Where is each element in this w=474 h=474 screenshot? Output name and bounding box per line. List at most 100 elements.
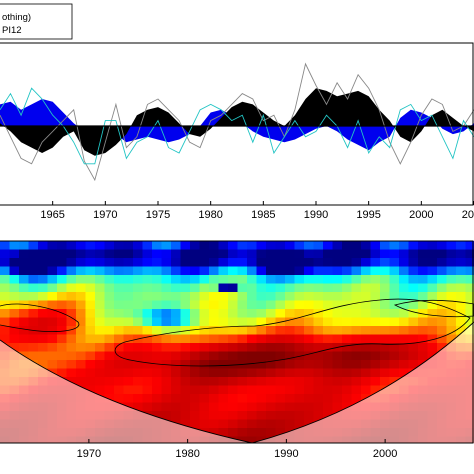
heatmap-cell	[199, 249, 210, 259]
heatmap-cell	[47, 334, 58, 344]
heatmap-cell	[256, 317, 267, 327]
heatmap-cell	[152, 326, 162, 335]
heatmap-cell	[361, 351, 371, 361]
heatmap-cell	[304, 385, 314, 395]
heatmap-cell	[247, 394, 257, 403]
heatmap-cell	[237, 249, 248, 259]
heatmap-cell	[351, 394, 362, 403]
heatmap-cell	[380, 351, 390, 361]
heatmap-cell	[142, 351, 153, 361]
heatmap-cell	[313, 394, 324, 403]
heatmap-cell	[123, 326, 134, 335]
wavelet-overlay	[0, 298, 474, 443]
heatmap-cell	[266, 275, 276, 284]
heatmap-cell	[237, 419, 248, 429]
heatmap-cell	[47, 300, 58, 310]
heatmap-cell	[294, 258, 305, 267]
legend-entry-1: othing)	[2, 12, 31, 23]
heatmap-cell	[446, 334, 457, 344]
heatmap-cell	[285, 385, 295, 395]
heatmap-cell	[304, 377, 314, 386]
heatmap-cell	[133, 300, 143, 310]
heatmap-cell	[95, 368, 105, 378]
heatmap-cell	[95, 309, 105, 318]
heatmap-cell	[266, 428, 276, 437]
heatmap-cell	[266, 377, 276, 386]
heatmap-cell	[133, 343, 143, 352]
heatmap-cell	[95, 283, 105, 293]
heatmap-cell	[95, 292, 105, 301]
heatmap-cell	[123, 368, 134, 378]
heatmap-cell	[351, 241, 362, 250]
heatmap-cell	[313, 402, 324, 412]
heatmap-cell	[389, 360, 400, 369]
heatmap-cell	[351, 385, 362, 395]
heatmap-cell	[199, 326, 210, 335]
heatmap-cell	[313, 309, 324, 318]
heatmap-cell	[247, 258, 257, 267]
heatmap-cell	[0, 292, 10, 301]
heatmap-cell	[38, 258, 48, 267]
heatmap-cell	[304, 394, 314, 403]
heatmap-cell	[380, 317, 390, 327]
heatmap-cell	[142, 266, 153, 276]
heatmap-cell	[313, 326, 324, 335]
heatmap-cell	[237, 334, 248, 344]
heatmap-cell	[294, 385, 305, 395]
heatmap-cell	[427, 300, 438, 310]
heatmap-cell	[294, 360, 305, 369]
heatmap-cell	[190, 402, 200, 412]
heatmap-cell	[0, 241, 10, 250]
heatmap-cell	[218, 258, 229, 267]
heatmap-cell	[171, 266, 181, 276]
heatmap-cell	[266, 334, 276, 344]
heatmap-cell	[456, 283, 466, 293]
heatmap-cell	[370, 309, 381, 318]
heatmap-cell	[465, 300, 474, 310]
heatmap-cell	[114, 317, 124, 327]
heatmap-cell	[370, 334, 381, 344]
heatmap-cell	[180, 385, 191, 395]
heatmap-cell	[228, 428, 238, 437]
heatmap-cell	[133, 275, 143, 284]
heatmap-cell	[370, 258, 381, 267]
heatmap-cell	[389, 343, 400, 352]
heatmap-cell	[142, 300, 153, 310]
heatmap-cell	[380, 326, 390, 335]
heatmap-cell	[313, 275, 324, 284]
heatmap-cell	[418, 351, 428, 361]
heatmap-cell	[332, 368, 343, 378]
heatmap-cell	[123, 317, 134, 327]
heatmap-cell	[427, 249, 438, 259]
heatmap-cell	[247, 351, 257, 361]
heatmap-cell	[38, 309, 48, 318]
heatmap-cell	[437, 283, 447, 293]
heatmap-cell	[152, 317, 162, 327]
heatmap-cell	[323, 275, 333, 284]
heatmap-cell	[304, 317, 314, 327]
heatmap-cell	[152, 402, 162, 412]
heatmap-cell	[114, 283, 124, 293]
heatmap-cell	[28, 258, 39, 267]
heatmap-cell	[237, 300, 248, 310]
heatmap-cell	[427, 275, 438, 284]
heatmap-cell	[57, 249, 67, 259]
heatmap-cell	[237, 317, 248, 327]
heatmap-cell	[237, 436, 248, 443]
heatmap-cell	[47, 351, 58, 361]
heatmap-cell	[266, 343, 276, 352]
heatmap-cell	[142, 292, 153, 301]
heatmap-cell	[285, 343, 295, 352]
heatmap-cell	[380, 334, 390, 344]
heatmap-cell	[437, 317, 447, 327]
heatmap-cell	[104, 351, 115, 361]
heatmap-cell	[285, 419, 295, 429]
heatmap-cell	[304, 266, 314, 276]
heatmap-cell	[228, 258, 238, 267]
heatmap-cell	[285, 334, 295, 344]
heatmap-cell	[370, 266, 381, 276]
heatmap-cell	[47, 266, 58, 276]
heatmap-cell	[323, 334, 333, 344]
heatmap-cell	[171, 300, 181, 310]
heatmap-cell	[228, 368, 238, 378]
